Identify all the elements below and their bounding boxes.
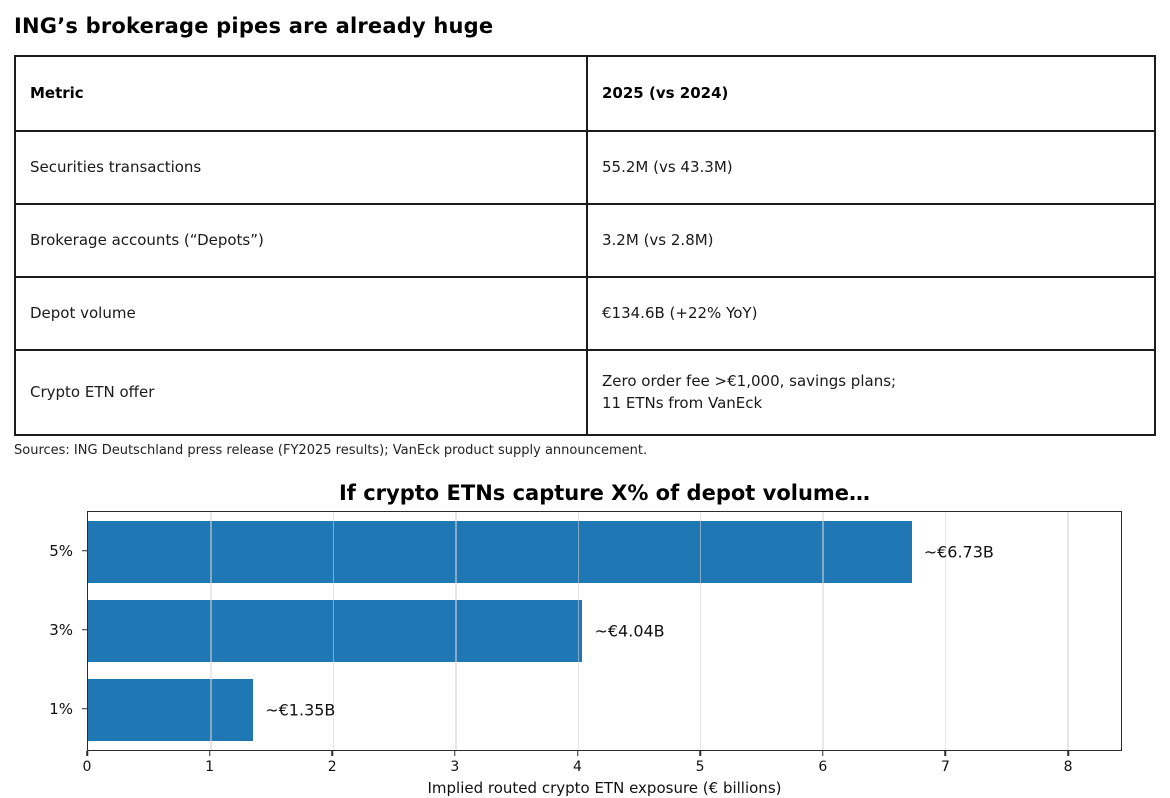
bar-value-label: ~€1.35B	[265, 700, 336, 719]
y-axis-labels: 5% 3% 1%	[0, 511, 87, 751]
gridline	[822, 512, 824, 750]
x-tick-mark	[331, 751, 333, 756]
x-tick-label: 3	[450, 759, 460, 775]
x-tick-label: 8	[1063, 759, 1073, 775]
x-tick-label: 6	[818, 759, 828, 775]
y-category-label: 3%	[49, 620, 73, 639]
gridline	[1067, 512, 1069, 750]
bar	[88, 678, 254, 741]
bar	[88, 599, 583, 662]
table-header-value: 2025 (vs 2024)	[602, 83, 729, 102]
x-tick-label: 0	[82, 759, 92, 775]
table-row-value: Zero order fee >€1,000, savings plans; 1…	[588, 349, 1154, 434]
table-row-value: €134.6B (+22% YoY)	[588, 276, 1154, 349]
gridline	[944, 512, 947, 750]
table-row-value: 55.2M (vs 43.3M)	[588, 130, 1154, 203]
table-row-metric: Crypto ETN offer	[16, 349, 588, 434]
x-tick-mark	[1067, 751, 1069, 756]
y-tick-mark	[82, 549, 87, 552]
x-tick-mark	[208, 751, 211, 756]
gridline	[332, 512, 335, 750]
gridline	[577, 512, 580, 750]
x-axis: Implied routed crypto ETN exposure (€ bi…	[83, 751, 1122, 798]
y-category-label: 1%	[49, 699, 73, 718]
sources-note: Sources: ING Deutschland press release (…	[14, 443, 648, 458]
plot-area: ~€6.73B ~€4.04B ~€1.35B	[87, 511, 1122, 751]
table-header-metric: Metric	[16, 57, 588, 130]
y-category-label: 5%	[49, 541, 73, 560]
x-tick-mark	[86, 751, 88, 756]
chart-title: If crypto ETNs capture X% of depot volum…	[338, 481, 871, 505]
gridline	[210, 512, 212, 750]
x-tick-label: 1	[205, 759, 215, 775]
x-tick-mark	[699, 751, 701, 756]
x-tick-label: 7	[940, 759, 950, 775]
x-tick-label: 5	[695, 759, 705, 775]
x-tick-mark	[576, 751, 579, 756]
x-tick-label: 4	[573, 759, 582, 775]
y-tick-mark	[82, 628, 87, 631]
gridline	[455, 512, 457, 750]
page-title: ING’s brokerage pipes are already huge	[14, 14, 494, 38]
bar-value-label: ~€6.73B	[923, 542, 994, 561]
table-row-metric: Brokerage accounts (“Depots”)	[16, 203, 588, 276]
bar-value-label: ~€4.04B	[594, 621, 665, 640]
x-tick-mark	[944, 751, 947, 756]
y-tick-mark	[82, 707, 87, 710]
table-row-metric: Depot volume	[16, 276, 588, 349]
gridline	[699, 512, 702, 750]
x-tick-label: 2	[327, 759, 337, 775]
x-tick-mark	[454, 751, 456, 756]
table-row-value: 3.2M (vs 2.8M)	[588, 203, 1154, 276]
x-tick-mark	[822, 751, 824, 756]
table-row-metric: Securities transactions	[16, 130, 588, 203]
x-axis-title: Implied routed crypto ETN exposure (€ bi…	[427, 779, 782, 797]
bar	[88, 520, 912, 583]
metrics-table: Metric 2025 (vs 2024) Securities transac…	[14, 55, 1156, 436]
